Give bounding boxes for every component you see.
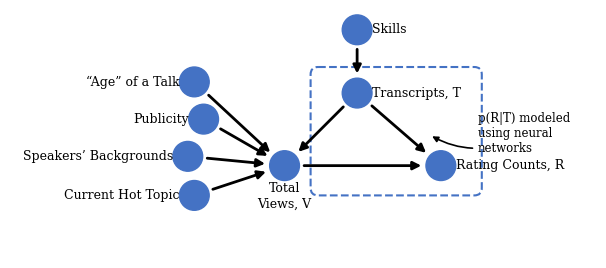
Text: Skills: Skills <box>372 23 407 36</box>
Text: Rating Counts, R: Rating Counts, R <box>456 159 564 172</box>
Circle shape <box>342 78 372 108</box>
Text: Transcripts, T: Transcripts, T <box>372 87 461 100</box>
Text: Publicity: Publicity <box>133 113 188 126</box>
Circle shape <box>188 104 219 134</box>
Circle shape <box>426 151 456 181</box>
Circle shape <box>179 67 209 97</box>
Text: “Age” of a Talk: “Age” of a Talk <box>86 75 179 88</box>
Text: Total
Views, V: Total Views, V <box>258 183 311 210</box>
Circle shape <box>173 142 202 171</box>
Text: Speakers’ Backgrounds: Speakers’ Backgrounds <box>22 150 173 163</box>
Text: p(R|T) modeled
using neural
networks: p(R|T) modeled using neural networks <box>434 112 570 155</box>
Circle shape <box>270 151 299 181</box>
Text: Current Hot Topic: Current Hot Topic <box>64 189 179 202</box>
Circle shape <box>342 15 372 45</box>
Circle shape <box>179 181 209 210</box>
